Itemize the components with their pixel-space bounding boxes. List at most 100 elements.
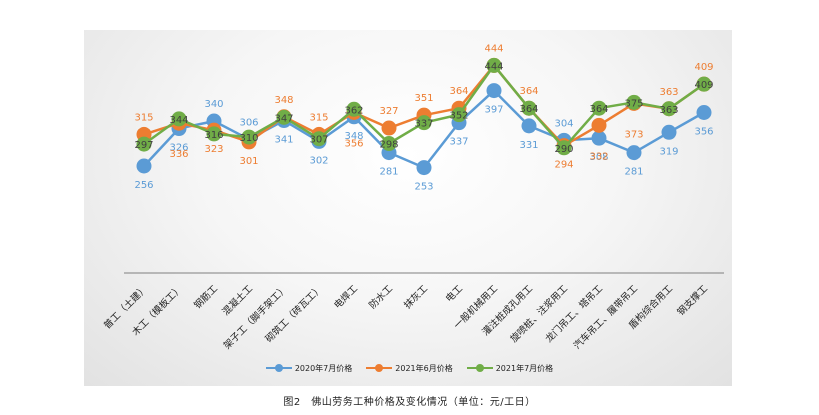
- line-chart: 256 326 340 306 341 302 348 281 253 337 397 331 304 3…: [101, 43, 724, 352]
- series-2-point-5: [311, 131, 327, 147]
- data-label-series-1-2: 323: [204, 144, 223, 155]
- data-label-series-2-16: 409: [694, 80, 713, 91]
- category-label-12: 旋喷桩、注浆用工: [508, 282, 571, 345]
- category-label-5: 砌筑工（砖瓦工）: [263, 283, 325, 345]
- series-2-point-1: [171, 111, 187, 127]
- legend: 2020年7月价格 2021年6月价格 2021年7月价格: [0, 358, 819, 378]
- data-label-series-0-16: 356: [694, 127, 713, 138]
- data-label-series-0-4: 341: [274, 135, 293, 146]
- data-label-series-2-9: 352: [449, 111, 468, 122]
- series-2-point-9: [451, 107, 467, 123]
- data-label-series-0-6: 348: [344, 131, 363, 142]
- series-0-point-0: [136, 158, 152, 174]
- data-label-series-0-3: 306: [239, 117, 258, 128]
- data-label-series-0-14: 281: [624, 167, 643, 178]
- data-label-series-1-14: 373: [624, 129, 643, 140]
- series-2-point-11: [521, 100, 537, 116]
- data-label-series-1-7: 327: [379, 106, 398, 117]
- data-label-series-2-3: 310: [239, 133, 258, 144]
- data-label-series-1-4: 348: [274, 95, 293, 106]
- data-label-series-1-5: 315: [309, 112, 328, 123]
- category-label-16: 钢支撑工: [675, 282, 711, 318]
- series-2-point-4: [276, 109, 292, 125]
- legend-label-2020-07: 2020年7月价格: [294, 363, 353, 373]
- category-label-14: 汽车吊工、履带吊工: [571, 282, 640, 351]
- data-label-series-2-0: 297: [134, 140, 153, 151]
- data-label-series-0-10: 397: [484, 105, 503, 116]
- category-label-7: 防水工: [366, 282, 395, 311]
- data-label-series-0-9: 337: [449, 137, 468, 148]
- data-label-series-1-6: 356: [344, 139, 363, 150]
- series-1-point-13: [591, 117, 607, 133]
- category-label-2: 钢筋工: [191, 282, 220, 311]
- series-0-point-16: [696, 105, 712, 120]
- series-0-point-11: [521, 118, 537, 134]
- series-2-point-3: [241, 129, 257, 145]
- series-line-2: [143, 64, 705, 150]
- figure-caption: 图2 佛山劳务工种价格及变化情况（单位：元/工日）: [283, 397, 536, 408]
- series-2-point-7: [381, 136, 397, 152]
- data-label-series-0-8: 253: [414, 182, 433, 193]
- series-0-point-10: [486, 83, 502, 99]
- category-label-8: 抹灰工: [401, 282, 430, 311]
- data-label-series-0-2: 340: [204, 99, 223, 110]
- data-label-series-2-4: 347: [274, 113, 293, 124]
- data-label-series-2-2: 316: [204, 130, 223, 141]
- data-label-series-0-1: 326: [169, 143, 188, 154]
- legend-label-2021-07: 2021年7月价格: [495, 363, 554, 373]
- data-label-series-1-16: 409: [694, 62, 713, 73]
- legend-item-2020-07: 2020年7月价格: [265, 363, 353, 374]
- series-2-point-12: [556, 140, 572, 156]
- data-label-series-0-0: 256: [134, 180, 153, 191]
- legend-swatch-2021-07: [466, 363, 493, 373]
- data-label-series-1-10: 444: [484, 43, 503, 54]
- legend-item-2021-06: 2021年6月价格: [366, 363, 453, 374]
- data-label-series-1-13: 332: [589, 151, 608, 162]
- legend-swatch-2020-07: [265, 363, 292, 373]
- series-0-point-15: [661, 124, 677, 140]
- data-label-series-2-5: 307: [309, 135, 328, 146]
- data-label-series-1-12: 294: [554, 160, 573, 171]
- series-0-point-8: [416, 160, 432, 176]
- series-2-point-14: [626, 94, 642, 110]
- legend-label-2021-06: 2021年6月价格: [395, 363, 453, 373]
- series-2-point-13: [591, 100, 607, 116]
- data-label-series-2-7: 298: [379, 140, 398, 151]
- data-label-series-2-12: 290: [554, 144, 573, 155]
- category-label-13: 龙门吊工、塔吊工: [543, 282, 606, 345]
- data-label-series-2-10: 444: [484, 61, 503, 72]
- data-label-series-2-1: 344: [169, 115, 188, 126]
- series-2-point-8: [416, 115, 432, 131]
- series-0-point-13: [591, 130, 607, 146]
- data-label-series-0-12: 304: [554, 118, 573, 129]
- data-label-series-0-11: 331: [519, 140, 538, 151]
- series-0-point-14: [626, 145, 642, 161]
- legend-item-2021-07: 2021年7月价格: [466, 363, 554, 374]
- data-label-series-1-9: 364: [449, 86, 468, 97]
- series-2-point-10: [486, 57, 502, 73]
- category-label-9: 电工: [443, 282, 465, 304]
- data-label-series-2-13: 364: [589, 104, 608, 115]
- data-label-series-1-1: 336: [169, 149, 188, 160]
- category-label-4: 架子工（脚手架工）: [221, 283, 290, 352]
- series-2-point-2: [206, 126, 222, 142]
- legend-swatch-2021-06: [366, 363, 393, 373]
- data-label-series-1-8: 351: [414, 93, 433, 104]
- series-1-point-7: [381, 120, 397, 136]
- data-label-series-1-11: 364: [519, 86, 538, 97]
- series-2-point-6: [346, 101, 362, 117]
- data-label-series-0-5: 302: [309, 155, 328, 166]
- data-label-series-1-15: 363: [659, 87, 678, 98]
- series-2-point-16: [696, 76, 712, 92]
- data-label-series-1-3: 301: [239, 156, 258, 167]
- data-label-series-2-8: 337: [414, 119, 433, 130]
- chart-panel: 256 326 340 306 341 302 348 281 253 337 397 331 304 3…: [84, 30, 732, 386]
- data-label-series-0-13: 308: [589, 152, 608, 163]
- data-label-series-1-0: 315: [134, 112, 153, 123]
- data-label-series-2-14: 375: [624, 98, 643, 109]
- series-2-point-15: [661, 101, 677, 117]
- category-label-3: 混凝土工: [220, 282, 256, 318]
- data-label-series-2-11: 364: [519, 104, 538, 115]
- data-label-series-2-15: 363: [659, 105, 678, 116]
- data-label-series-2-6: 362: [344, 105, 363, 116]
